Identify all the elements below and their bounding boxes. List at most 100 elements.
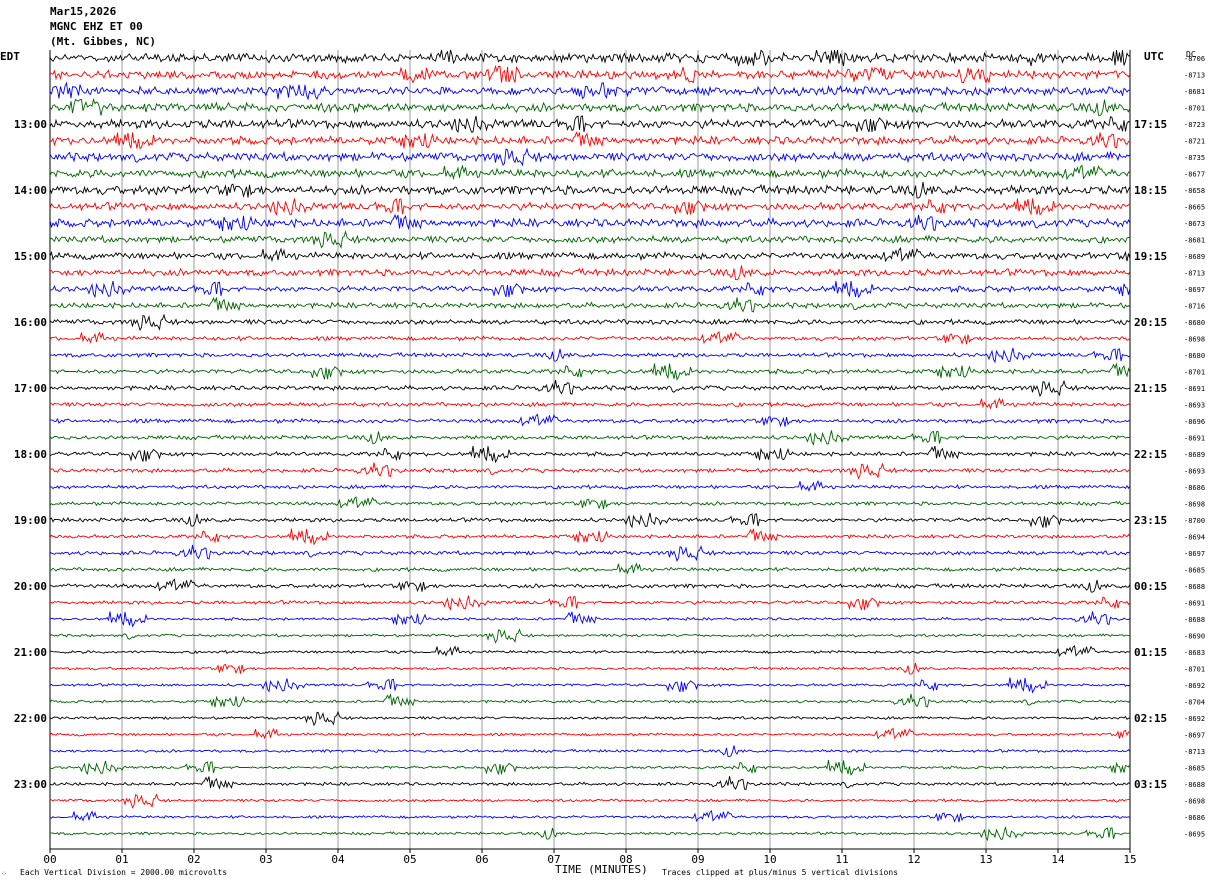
x-tick-label: 13 (979, 853, 992, 866)
x-tick-label: 14 (1051, 853, 1065, 866)
dc-offset-label: -8735 (1184, 154, 1205, 162)
right-hour-label: 03:15 (1134, 778, 1167, 791)
grid-lines (49, 50, 1131, 849)
right-hour-label: 22:15 (1134, 448, 1167, 461)
header-date: Mar15,2026 (50, 5, 117, 18)
seismic-trace (49, 347, 1131, 364)
seismic-trace (49, 759, 1131, 776)
seismic-trace (49, 826, 1131, 842)
x-tick-label: 12 (907, 853, 920, 866)
scale-note: Each Vertical Division = 2000.00 microvo… (20, 868, 228, 877)
dc-offset-label: -8706 (1184, 55, 1205, 63)
dc-offset-label: -8683 (1184, 649, 1205, 657)
seismic-trace (49, 313, 1131, 332)
dc-offset-label: -8693 (1184, 402, 1205, 410)
right-timezone-label: UTC (1144, 50, 1164, 63)
seismic-trace (50, 562, 1131, 575)
dc-offset-labels: -8706 -8713 -8681 -8701 -8723 -8721 -8735 -8677… (1184, 55, 1205, 839)
dc-offset-label: -8673 (1184, 220, 1205, 228)
x-axis: 00 01 02 03 04 05 06 07 08 09 10 11 12 13 14 15 (43, 848, 1137, 866)
dc-offset-label: -8685 (1184, 567, 1205, 575)
right-hour-label: 01:15 (1134, 646, 1167, 659)
seismic-trace (49, 181, 1131, 199)
dc-offset-label: -8692 (1184, 682, 1205, 690)
seismic-trace (49, 363, 1131, 381)
x-tick-label: 02 (187, 853, 200, 866)
dc-offset-label: -8698 (1184, 798, 1205, 806)
left-hour-label: 13:00 (14, 118, 47, 131)
dc-offset-label: -8691 (1184, 435, 1205, 443)
dc-offset-label: -8713 (1184, 270, 1205, 278)
dc-offset-label: -8665 (1184, 204, 1205, 212)
right-hour-labels: 17:15 18:15 19:15 20:15 21:15 22:15 23:15 00:15… (1134, 118, 1167, 791)
dc-offset-label: -8686 (1184, 814, 1205, 822)
seismic-trace (49, 297, 1131, 313)
seismic-trace (49, 544, 1131, 562)
dc-offset-label: -8721 (1184, 138, 1205, 146)
left-hour-label: 16:00 (14, 316, 47, 329)
dc-offset-label: -8686 (1184, 484, 1205, 492)
seismic-trace (49, 379, 1131, 398)
seismic-trace (49, 727, 1131, 740)
seismic-trace (49, 397, 1131, 410)
seismic-trace (49, 479, 1131, 493)
seismic-trace (49, 528, 1131, 546)
x-tick-label: 15 (1123, 853, 1136, 866)
right-hour-label: 02:15 (1134, 712, 1167, 725)
left-hour-label: 20:00 (14, 580, 47, 593)
right-hour-label: 17:15 (1134, 118, 1167, 131)
dc-offset-label: -8697 (1184, 732, 1205, 740)
seismic-trace (49, 198, 1131, 216)
seismic-trace (49, 213, 1131, 232)
x-tick-label: 10 (763, 853, 776, 866)
left-hour-label: 17:00 (14, 382, 47, 395)
dc-offset-label: -8704 (1184, 699, 1205, 707)
seismic-trace (49, 445, 1131, 464)
dc-offset-label: -8694 (1184, 534, 1205, 542)
right-hour-label: 19:15 (1134, 250, 1167, 263)
seismic-trace (49, 793, 1131, 809)
dc-offset-label: -8693 (1184, 468, 1205, 476)
dc-offset-label: -8688 (1184, 781, 1205, 789)
seismic-trace (49, 230, 1131, 250)
dc-offset-label: -8713 (1184, 72, 1205, 80)
dc-offset-label: -8689 (1184, 451, 1205, 459)
left-hour-label: 19:00 (14, 514, 47, 527)
seismic-trace (49, 115, 1131, 134)
x-tick-label: 05 (403, 853, 416, 866)
dc-offset-label: -8685 (1184, 765, 1205, 773)
clip-note: Traces clipped at plus/minus 5 vertical … (662, 868, 899, 877)
x-tick-label: 00 (43, 853, 56, 866)
dc-offset-label: -8698 (1184, 501, 1205, 509)
dc-offset-label: -8698 (1184, 336, 1205, 344)
right-hour-label: 23:15 (1134, 514, 1167, 527)
seismic-trace (49, 164, 1131, 181)
seismic-trace (49, 131, 1131, 150)
dc-offset-label: -8689 (1184, 253, 1205, 261)
seismic-trace (49, 496, 1131, 510)
left-hour-label: 22:00 (14, 712, 47, 725)
x-tick-label: 06 (475, 853, 488, 866)
right-hour-label: 18:15 (1134, 184, 1167, 197)
x-tick-label: 03 (259, 853, 272, 866)
seismic-trace (49, 710, 1131, 727)
left-hour-label: 14:00 (14, 184, 47, 197)
seismic-trace (49, 776, 1131, 791)
left-timezone-label: EDT (0, 50, 20, 63)
seismic-trace (49, 81, 1131, 101)
seismic-trace (49, 49, 1131, 67)
dc-offset-label: -8691 (1184, 600, 1205, 608)
dc-offset-label: -8696 (1184, 418, 1205, 426)
dc-offset-label: -8713 (1184, 748, 1205, 756)
dc-offset-label: -8691 (1184, 385, 1205, 393)
dc-offset-label: -8701 (1184, 105, 1205, 113)
seismic-trace (49, 462, 1131, 480)
left-hour-label: 21:00 (14, 646, 47, 659)
seismic-trace (50, 413, 1131, 428)
seismic-trace (49, 97, 1131, 116)
seismic-trace (49, 810, 1131, 823)
header-location: (Mt. Gibbes, NC) (50, 35, 156, 48)
seismic-trace (49, 677, 1131, 694)
dc-offset-label: -8680 (1184, 352, 1205, 360)
